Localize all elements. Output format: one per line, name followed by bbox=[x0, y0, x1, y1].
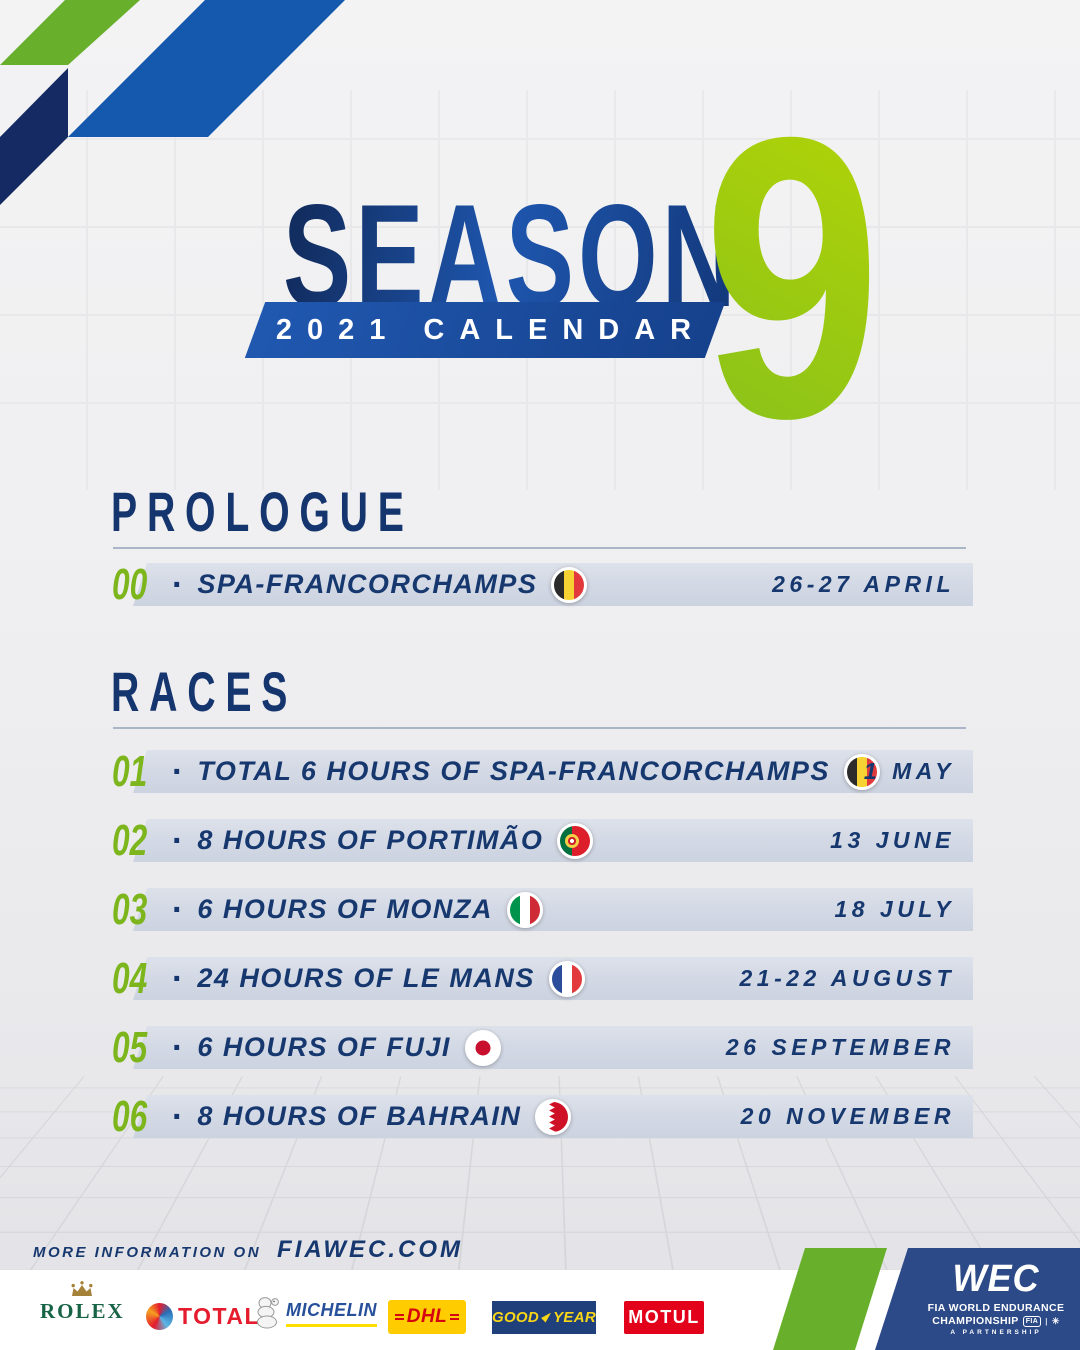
season-number: 9 bbox=[703, 54, 881, 501]
event-date: 21-22 AUGUST bbox=[739, 965, 955, 991]
deco-stripe-blue bbox=[68, 0, 345, 137]
bullet-separator: · bbox=[172, 565, 184, 604]
event-date: 13 JUNE bbox=[830, 827, 955, 853]
goodyear-wordmark-right: YEAR bbox=[553, 1309, 596, 1326]
race-row-05: 05 · 6 HOURS OF FUJI 26 SEPTEMBER bbox=[110, 1022, 973, 1072]
wec-subtitle-line2: CHAMPIONSHIP bbox=[932, 1315, 1019, 1327]
bullet-separator: · bbox=[172, 1028, 184, 1067]
goodyear-box: GOOD YEAR bbox=[492, 1301, 596, 1334]
fia-badge-icon: FIA bbox=[1022, 1315, 1042, 1327]
total-wordmark: TOTAL bbox=[178, 1303, 261, 1329]
bahrain-flag-icon bbox=[535, 1098, 572, 1135]
deco-footer-panel-navy: WEC FIA WORLD ENDURANCE CHAMPIONSHIP FIA… bbox=[875, 1248, 1080, 1350]
michelin-underline bbox=[286, 1323, 377, 1327]
goodyear-logo: GOOD YEAR bbox=[492, 1301, 596, 1334]
michelin-logo: MICHELIN bbox=[252, 1296, 377, 1330]
italy-flag-icon bbox=[506, 891, 543, 928]
round-number: 06 bbox=[112, 1091, 148, 1141]
rolex-crown-icon bbox=[71, 1281, 93, 1296]
bullet-separator: · bbox=[172, 752, 184, 791]
france-flag-icon bbox=[548, 960, 585, 997]
motul-box: MOTUL bbox=[624, 1301, 704, 1334]
event-name: 8 HOURS OF BAHRAIN bbox=[197, 1101, 522, 1131]
dhl-dash-icon bbox=[394, 1314, 404, 1320]
michelin-wordmark: MICHELIN bbox=[286, 1299, 377, 1320]
event-date: 18 JULY bbox=[834, 896, 955, 922]
deco-stripe-green bbox=[0, 0, 140, 65]
event-date: 26 SEPTEMBER bbox=[725, 1034, 955, 1060]
dhl-box: DHL bbox=[388, 1300, 466, 1334]
race-row-02: 02 · 8 HOURS OF PORTIMÃO 13 JUNE bbox=[110, 815, 973, 865]
rolex-wordmark: ROLEX bbox=[40, 1299, 125, 1323]
wec-logo: WEC FIA WORLD ENDURANCE CHAMPIONSHIP FIA… bbox=[921, 1260, 1071, 1336]
motul-wordmark: MOTUL bbox=[628, 1307, 700, 1327]
michelin-man-icon bbox=[257, 1297, 279, 1329]
event-date: 1 MAY bbox=[863, 758, 955, 784]
calendar-banner-label: 2021 CALENDAR bbox=[275, 313, 707, 346]
goodyear-wingfoot-icon bbox=[541, 1312, 552, 1323]
bullet-separator: · bbox=[172, 890, 184, 929]
belgium-flag-icon bbox=[843, 753, 880, 790]
dhl-dash-icon bbox=[450, 1314, 460, 1320]
round-number: 04 bbox=[112, 953, 148, 1003]
wec-subtitle-line1: FIA WORLD ENDURANCE bbox=[927, 1302, 1065, 1314]
races-divider bbox=[113, 727, 966, 729]
website-link[interactable]: FIAWEC.COM bbox=[277, 1236, 464, 1263]
event-name: 8 HOURS OF PORTIMÃO bbox=[197, 825, 544, 855]
bullet-separator: · bbox=[172, 821, 184, 860]
wec-wordmark: WEC bbox=[952, 1258, 1040, 1300]
event-date: 20 NOVEMBER bbox=[740, 1103, 955, 1129]
event-name: SPA-FRANCORCHAMPS bbox=[197, 569, 538, 599]
event-name: 6 HOURS OF FUJI bbox=[197, 1032, 451, 1062]
portugal-flag-icon bbox=[557, 822, 594, 859]
bullet-separator: · bbox=[172, 959, 184, 998]
more-info-label: MORE INFORMATION ON bbox=[33, 1244, 262, 1261]
prologue-divider bbox=[113, 547, 966, 549]
event-name: TOTAL 6 HOURS OF SPA-FRANCORCHAMPS bbox=[197, 756, 830, 786]
race-row-03: 03 · 6 HOURS OF MONZA 18 JULY bbox=[110, 884, 973, 934]
goodyear-wordmark-left: GOOD bbox=[492, 1309, 540, 1326]
total-globe-icon bbox=[146, 1303, 173, 1330]
event-name: 24 HOURS OF LE MANS bbox=[197, 963, 535, 993]
fia-emblem-icon: ✳ bbox=[1051, 1315, 1060, 1326]
round-number: 03 bbox=[112, 884, 148, 934]
japan-flag-icon bbox=[464, 1029, 501, 1066]
motul-logo: MOTUL bbox=[624, 1301, 704, 1334]
races-heading: RACES bbox=[111, 660, 298, 723]
race-row-01: 01 · TOTAL 6 HOURS OF SPA-FRANCORCHAMPS … bbox=[110, 746, 973, 796]
round-number: 01 bbox=[112, 746, 148, 796]
prologue-row: 00 · SPA-FRANCORCHAMPS 26-27 APRIL bbox=[110, 559, 973, 609]
race-row-04: 04 · 24 HOURS OF LE MANS 21-22 AUGUST bbox=[110, 953, 973, 1003]
belgium-flag-icon bbox=[551, 566, 588, 603]
wec-partnership-label: A PARTNERSHIP bbox=[950, 1329, 1042, 1336]
dhl-wordmark: DHL bbox=[406, 1306, 448, 1327]
total-logo: TOTAL bbox=[146, 1303, 260, 1330]
more-info: MORE INFORMATION ON FIAWEC.COM bbox=[33, 1236, 463, 1264]
deco-stripe-navy bbox=[0, 68, 68, 205]
calendar-banner: 2021 CALENDAR bbox=[244, 302, 726, 358]
event-date: 26-27 APRIL bbox=[772, 571, 955, 597]
rolex-logo: ROLEX bbox=[40, 1281, 125, 1324]
event-name: 6 HOURS OF MONZA bbox=[197, 894, 493, 924]
race-row-06: 06 · 8 HOURS OF BAHRAIN 20 NOVEMBER bbox=[110, 1091, 973, 1141]
round-number: 02 bbox=[112, 815, 148, 865]
round-number: 05 bbox=[112, 1022, 148, 1072]
round-number: 00 bbox=[112, 559, 148, 609]
prologue-heading: PROLOGUE bbox=[111, 480, 414, 543]
bullet-separator: · bbox=[172, 1097, 184, 1136]
fia-separator: | bbox=[1045, 1316, 1048, 1326]
dhl-logo: DHL bbox=[388, 1300, 466, 1334]
